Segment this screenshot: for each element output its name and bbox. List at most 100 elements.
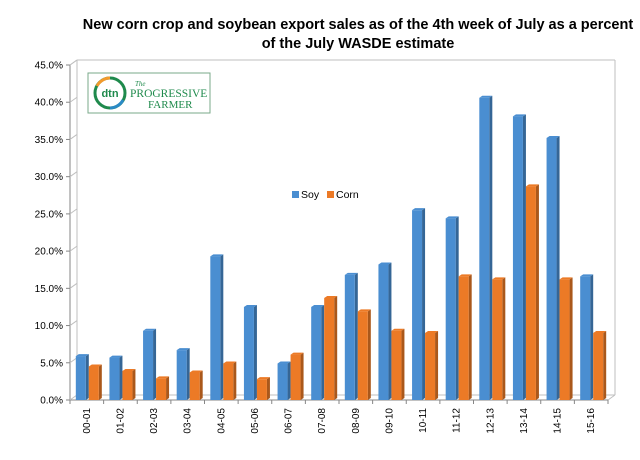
- bar-top-face: [445, 216, 459, 219]
- chart-title-line-1: New corn crop and soybean export sales a…: [83, 17, 634, 33]
- y-tick-label: 15.0%: [35, 284, 63, 295]
- x-tick-label: 02-03: [149, 408, 160, 434]
- bar-side-face: [153, 328, 157, 400]
- bar-front-face: [525, 186, 536, 400]
- bar-corn-03-04: [189, 370, 203, 400]
- bar-side-face: [253, 304, 257, 400]
- bar-front-face: [344, 274, 355, 400]
- dtn-ring-accent-icon: [95, 76, 111, 87]
- bar-front-face: [122, 370, 133, 400]
- dtn-progressive-farmer-logo: dtn The PROGRESSIVE FARMER: [87, 72, 211, 114]
- bar-front-face: [210, 256, 221, 400]
- bar-top-face: [492, 277, 506, 280]
- bars-group: [75, 95, 607, 400]
- bar-corn-11-12: [458, 274, 472, 400]
- bar-front-face: [88, 366, 99, 400]
- y-tick-depth-line: [69, 134, 78, 140]
- bar-top-face: [357, 309, 371, 312]
- bar-top-face: [425, 331, 439, 333]
- bar-side-face: [300, 352, 304, 400]
- y-tick-depth-line: [69, 208, 78, 215]
- y-tick-label: 45.0%: [35, 61, 63, 72]
- bar-corn-07-08: [324, 296, 338, 400]
- x-tick-label: 12-13: [485, 408, 496, 434]
- bar-top-face: [176, 348, 190, 351]
- bar-top-face: [122, 368, 136, 371]
- bar-front-face: [156, 378, 167, 400]
- x-tick-label: 01-02: [115, 408, 126, 434]
- bar-front-face: [277, 363, 288, 400]
- bar-front-face: [143, 330, 154, 400]
- y-tick-depth-line: [69, 282, 78, 289]
- bar-side-face: [590, 274, 594, 400]
- x-tick-label: 09-10: [384, 408, 395, 434]
- floor-right-edge: [607, 394, 616, 401]
- bar-side-face: [522, 114, 526, 400]
- x-axis: 00-01 01-02 02-03 03-04 04-05 05-06 06-07 07-08…: [69, 400, 609, 434]
- bar-side-face: [233, 361, 237, 400]
- bar-front-face: [512, 116, 523, 400]
- bar-soy-07-08: [311, 304, 325, 400]
- logo-brand-line-2: FARMER: [148, 99, 193, 111]
- bar-front-face: [580, 276, 591, 400]
- bar-side-face: [468, 274, 472, 400]
- y-tick-depth-line: [69, 59, 78, 66]
- y-tick-label: 5.0%: [40, 358, 63, 369]
- y-tick-depth-line: [69, 245, 78, 252]
- bar-side-face: [422, 208, 426, 400]
- bar-side-face: [556, 135, 560, 400]
- x-tick-label: 06-07: [284, 408, 295, 434]
- bar-top-face: [458, 274, 472, 277]
- bar-front-face: [223, 363, 234, 400]
- bar-side-face: [455, 216, 459, 400]
- bar-top-face: [391, 328, 405, 331]
- bar-top-face: [88, 364, 102, 367]
- bar-front-face: [546, 137, 557, 400]
- bar-corn-08-09: [357, 309, 371, 400]
- bar-front-face: [75, 356, 86, 400]
- bar-side-face: [266, 377, 270, 400]
- bar-front-face: [391, 330, 402, 400]
- x-tick-label: 00-01: [82, 408, 93, 434]
- x-tick-label: 14-15: [553, 408, 564, 434]
- bar-corn-06-07: [290, 352, 304, 400]
- bar-front-face: [492, 279, 503, 400]
- bar-top-face: [546, 135, 560, 138]
- bar-front-face: [412, 210, 423, 400]
- bar-side-face: [199, 370, 203, 400]
- legend: Soy Corn: [292, 189, 359, 201]
- y-tick-label: 0.0%: [40, 396, 63, 407]
- bar-side-face: [367, 309, 371, 400]
- bar-soy-12-13: [479, 95, 493, 400]
- y-tick-depth-line: [69, 171, 78, 178]
- bar-corn-00-01: [88, 364, 102, 400]
- x-tick-label: 08-09: [351, 408, 362, 434]
- bar-side-face: [166, 376, 170, 400]
- bar-soy-03-04: [176, 348, 190, 400]
- bar-front-face: [109, 357, 120, 400]
- x-tick-label: 05-06: [250, 408, 261, 434]
- bar-side-face: [119, 355, 123, 400]
- bar-soy-15-16: [580, 274, 594, 400]
- bar-front-face: [189, 372, 200, 400]
- y-tick-label: 35.0%: [35, 135, 63, 146]
- bar-top-face: [189, 370, 203, 373]
- bar-front-face: [378, 264, 389, 400]
- bar-soy-05-06: [243, 304, 257, 400]
- logo-brand-prefix: The: [135, 80, 146, 88]
- bar-front-face: [445, 218, 456, 400]
- bar-top-face: [243, 304, 257, 307]
- bar-side-face: [354, 272, 358, 400]
- bar-corn-14-15: [559, 277, 573, 400]
- y-tick-depth-line: [69, 96, 78, 103]
- y-tick-depth-line: [69, 320, 78, 326]
- x-tick-label: 07-08: [317, 408, 328, 434]
- bar-top-face: [525, 184, 539, 187]
- bar-soy-11-12: [445, 216, 459, 400]
- bar-top-face: [512, 114, 526, 117]
- bar-side-face: [569, 277, 573, 400]
- legend-swatch-soy: [292, 191, 299, 198]
- bar-front-face: [479, 97, 490, 400]
